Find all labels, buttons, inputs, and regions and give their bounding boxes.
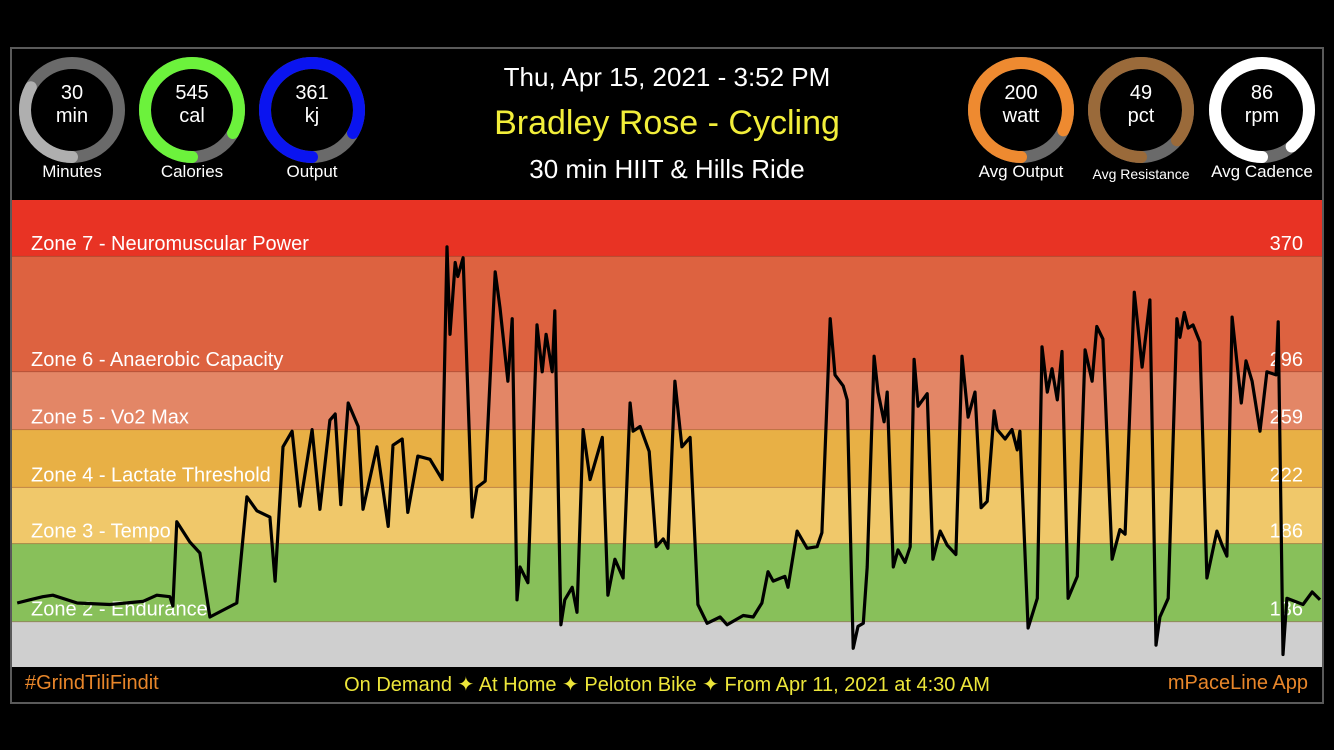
footer-app-name: mPaceLine App <box>1167 672 1308 694</box>
gauge-fill-arc <box>1088 57 1194 163</box>
gauge-output: 361 kj Output <box>252 50 372 181</box>
zone-threshold-label: 259 <box>1270 407 1303 429</box>
gauge-avg-cadence: 86 rpm Avg Cadence <box>1202 50 1322 181</box>
zone-threshold-label: 186 <box>1270 521 1303 543</box>
gauge-unit: pct <box>1127 105 1155 127</box>
zone-threshold-label: 296 <box>1270 349 1303 371</box>
gauge-ring <box>19 57 125 163</box>
gauge-label: Avg Resistance <box>1092 166 1190 182</box>
zone-band <box>12 429 1322 488</box>
gauge-fill-arc <box>139 57 245 163</box>
gauge-label: Avg Output <box>978 162 1064 181</box>
gauge-avg-resistance: 49 pct Avg Resistance <box>1081 50 1201 182</box>
gauge-number: 49 <box>1129 82 1153 104</box>
gauge-value: 545 cal <box>132 82 252 128</box>
zone-threshold-label: 222 <box>1270 464 1303 486</box>
gauge-unit: rpm <box>1244 105 1280 127</box>
gauge-label: Calories <box>160 162 224 181</box>
gauge-number: 86 <box>1250 82 1274 104</box>
workout-date: Thu, Apr 15, 2021 - 3:52 PM <box>503 62 831 92</box>
gauge-unit: min <box>55 105 89 127</box>
gauge-value: 86 rpm <box>1202 82 1322 128</box>
footer-ride-info: On Demand ✦ At Home ✦ Peloton Bike ✦ Fro… <box>344 674 990 696</box>
gauge-ring <box>968 57 1074 163</box>
zone-label: Zone 5 - Vo2 Max <box>31 407 189 429</box>
gauge-label: Avg Cadence <box>1211 162 1313 181</box>
gauge-value: 49 pct <box>1081 82 1201 128</box>
gauge-minutes: 30 min Minutes <box>12 50 132 181</box>
gauge-ring <box>139 57 245 163</box>
gauge-number: 361 <box>295 82 329 104</box>
gauge-ring <box>259 57 365 163</box>
power-zone-chart: Zone 7 - Neuromuscular Power 370 Zone 6 - … <box>12 200 1322 667</box>
gauge-fill-arc <box>1209 57 1315 163</box>
zone-band <box>12 200 1322 257</box>
zone-label: Zone 4 - Lactate Threshold <box>31 464 271 486</box>
zone-label: Zone 6 - Anaerobic Capacity <box>31 349 283 371</box>
zone-label: Zone 3 - Tempo <box>31 521 171 543</box>
gauge-value: 361 kj <box>252 82 372 128</box>
gauge-unit: cal <box>179 105 205 127</box>
gauge-fill-arc <box>19 57 125 163</box>
zone-label: Zone 7 - Neuromuscular Power <box>31 233 309 255</box>
gauge-ring <box>1209 57 1315 163</box>
gauge-label: Minutes <box>42 162 102 181</box>
gauge-number: 200 <box>1004 82 1038 104</box>
zone-band <box>12 621 1322 667</box>
gauge-unit: watt <box>1002 105 1040 127</box>
class-name: 30 min HIIT & Hills Ride <box>529 154 805 184</box>
gauge-value: 30 min <box>12 82 132 128</box>
gauge-unit: kj <box>304 105 320 127</box>
power-output-line <box>16 245 1322 657</box>
rider-title: Bradley Rose - Cycling <box>494 104 840 142</box>
gauge-fill-arc <box>259 57 365 163</box>
gauge-number: 545 <box>175 82 209 104</box>
zone-threshold-label: 370 <box>1270 233 1303 255</box>
gauge-avg-output: 200 watt Avg Output <box>961 50 1081 181</box>
zone-label: Zone 2 - Endurance <box>31 599 208 621</box>
zone-band <box>12 371 1322 430</box>
gauge-ring <box>1088 57 1194 163</box>
gauge-calories: 545 cal Calories <box>132 50 252 181</box>
gauge-number: 30 <box>60 82 84 104</box>
footer-hashtag: #GrindTiliFindit <box>25 672 159 694</box>
gauge-fill-arc <box>968 57 1074 163</box>
gauge-label: Output <box>286 162 338 181</box>
zone-band <box>12 543 1322 622</box>
gauge-value: 200 watt <box>961 82 1081 128</box>
